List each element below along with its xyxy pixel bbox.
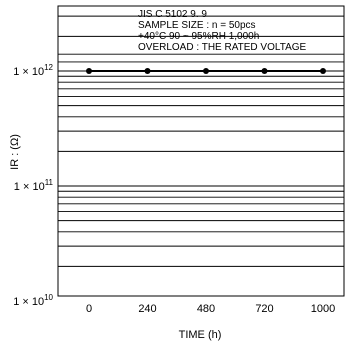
gridlines: [58, 15, 344, 267]
annotation-line: OVERLOAD : THE RATED VOLTAGE: [138, 42, 307, 53]
annotation-line: SAMPLE SIZE : n = 50pcs: [138, 20, 256, 31]
annotation-line: +40°C 90 ~ 95%RH 1,000h: [138, 31, 259, 42]
annotation-line: JIS C 5102 9. 9: [138, 9, 207, 20]
x-axis-label: TIME (h): [179, 329, 222, 341]
plot-frame: [57, 5, 345, 297]
x-tick-label: 480: [197, 303, 215, 315]
x-tick-label: 0: [86, 303, 92, 315]
y-tick-label: 1 × 1011: [14, 178, 54, 193]
data-point: [144, 68, 151, 74]
data-point: [86, 68, 92, 74]
x-tick-labels: 0 240 480 720 1000: [86, 303, 335, 315]
y-tick-labels: 1 × 1012 1 × 1011 1 × 1010: [13, 63, 53, 308]
y-tick-label: 1 × 1012: [13, 63, 53, 78]
y-tick-label: 1 × 1010: [13, 293, 53, 308]
data-point: [203, 68, 209, 74]
x-tick-label: 720: [255, 303, 273, 315]
series: [86, 68, 326, 74]
x-tick-label: 240: [138, 303, 156, 315]
y-axis-label: IR : (Ω): [9, 134, 21, 170]
x-tick-label: 1000: [311, 303, 335, 315]
data-point: [320, 68, 326, 74]
data-point: [261, 68, 268, 74]
